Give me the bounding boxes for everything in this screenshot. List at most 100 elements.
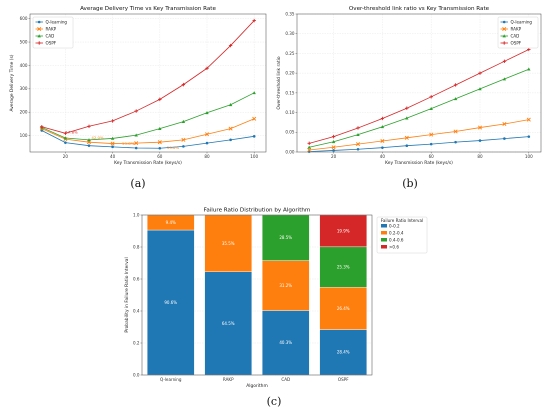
y-axis-label: Average Delivery Time (s) (9, 54, 15, 111)
data-point-RAKP (526, 117, 531, 122)
y-tick-label: 300 (20, 86, 28, 91)
x-tick-label: Q-learning (160, 377, 182, 382)
data-point-OSPF (252, 18, 256, 23)
y-axis-label: Over-threshold link ratio (276, 56, 282, 110)
y-tick-label: 0.4 (133, 308, 140, 313)
legend-marker (37, 26, 42, 32)
data-point-OSPF (87, 124, 91, 128)
x-tick-label: 100 (250, 154, 258, 159)
chart-title: Average Delivery Time vs Key Transmissio… (80, 6, 216, 12)
legend-marker (502, 26, 507, 32)
data-point-RAKP (204, 132, 210, 137)
y-tick-label: 500 (20, 39, 28, 44)
data-point-RAKP (252, 116, 257, 121)
data-point-RAKP (477, 125, 483, 130)
data-point-OSPF (307, 141, 311, 146)
x-axis-label: Key Transmission Rate (keys/s) (385, 160, 453, 166)
bar-value-label: 28.5% (279, 235, 292, 240)
panel-label-a: (a) (130, 177, 145, 190)
legend-swatch (381, 231, 387, 235)
data-point-Q-learning (182, 145, 185, 148)
legend-swatch (381, 245, 387, 249)
data-point-CAD (429, 106, 433, 110)
data-point-OSPF (158, 97, 162, 102)
y-tick-label: 100 (20, 133, 28, 138)
data-point-OSPF (181, 82, 186, 87)
data-point-Q-learning (356, 147, 360, 151)
data-point-OSPF (134, 109, 138, 113)
data-point-Q-learning (64, 141, 67, 144)
data-point-OSPF (205, 66, 209, 70)
series-line-OSPF (41, 20, 255, 134)
data-point-Q-learning (527, 135, 531, 138)
y-tick-label: 0.35 (285, 11, 295, 16)
y-tick-label: 0.10 (285, 110, 295, 115)
chart-title: Failure Ratio Distribution by Algorithm (204, 208, 311, 214)
data-point-Q-learning (252, 135, 256, 138)
legend-marker (502, 34, 506, 38)
x-tick-label: 60 (157, 154, 163, 159)
data-point-OSPF (453, 83, 458, 87)
y-tick-label: 0.30 (285, 31, 295, 36)
legend-label: 0.2-0.4 (389, 230, 404, 235)
data-point-OSPF (110, 119, 115, 123)
data-point-CAD (87, 138, 91, 142)
legend-label: 0.4-0.6 (389, 237, 404, 242)
legend-box (497, 16, 539, 49)
axes-frame (29, 13, 267, 153)
bar-value-label: 25.3% (337, 264, 350, 269)
bar-segment-0-0.2 (204, 271, 253, 376)
legend-label: OSPF (511, 40, 522, 45)
series-line-Q-learning (41, 130, 255, 149)
legend-marker (502, 20, 506, 24)
data-point-CAD (502, 77, 507, 81)
panel-label-c: (c) (267, 395, 282, 408)
data-point-RAKP (331, 145, 336, 150)
data-point-CAD (252, 91, 256, 95)
y-tick-label: 400 (20, 63, 28, 68)
annotation-label: 55.0% (167, 145, 180, 150)
data-point-OSPF (405, 106, 409, 110)
data-point-RAKP (307, 148, 312, 153)
y-tick-label: 0.00 (285, 149, 295, 154)
bar-segment-0-0.2 (319, 329, 368, 376)
bar-segment->0.6 (319, 214, 368, 248)
x-tick-label: 20 (63, 154, 69, 159)
data-point-Q-learning (429, 142, 433, 146)
data-point-RAKP (380, 138, 385, 143)
x-axis-label: Algorithm (246, 383, 268, 389)
data-point-CAD (158, 126, 162, 130)
data-point-CAD (478, 87, 482, 91)
data-point-RAKP (404, 135, 409, 140)
legend-marker (502, 41, 506, 45)
data-point-Q-learning (478, 139, 482, 142)
y-tick-label: 600 (20, 16, 28, 21)
annotation-label: 17.8% (65, 129, 78, 134)
data-point-Q-learning (381, 146, 384, 149)
data-point-Q-learning (332, 149, 335, 152)
bar-value-label: 19.9% (337, 228, 350, 233)
data-point-OSPF (429, 95, 433, 99)
bar-segment-0-0.2 (146, 229, 195, 376)
data-point-OSPF (228, 43, 233, 48)
annotation-label: 55.0% (122, 141, 135, 146)
legend-title: Failure Ratio Interval (381, 218, 423, 223)
y-tick-label: 0.2 (133, 340, 140, 345)
x-tick-label: CAD (281, 377, 290, 382)
data-point-Q-learning (111, 145, 114, 149)
legend-swatch (381, 238, 387, 242)
series-line-RAKP (309, 119, 529, 151)
y-tick-label: 0.15 (285, 90, 295, 95)
x-axis-label: Key Transmission Rate (keys/s) (114, 160, 182, 166)
y-tick-label: 1.0 (133, 212, 140, 217)
data-point-CAD (307, 145, 311, 149)
data-point-CAD (331, 140, 336, 144)
data-point-CAD (181, 119, 186, 123)
x-tick-label: 80 (477, 154, 483, 159)
legend-label: RAKP (46, 26, 57, 31)
series-line-CAD (309, 68, 529, 148)
data-point-OSPF (478, 71, 482, 75)
data-point-CAD (380, 125, 385, 129)
series-line-OSPF (309, 49, 529, 144)
